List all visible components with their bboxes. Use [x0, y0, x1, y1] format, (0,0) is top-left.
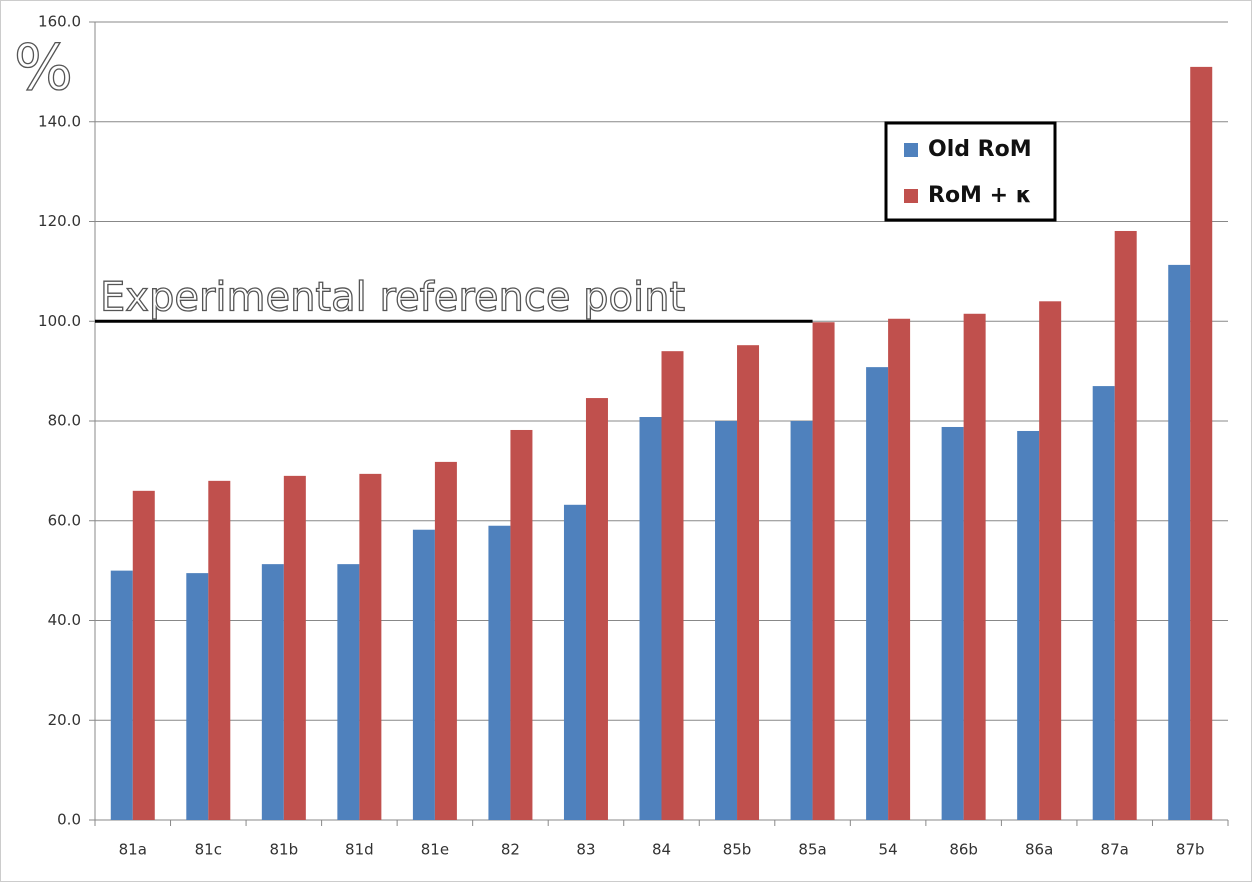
y-tick-label: 20.0	[48, 711, 81, 729]
x-tick-label: 81c	[195, 841, 222, 859]
bar	[661, 351, 684, 820]
bar	[434, 461, 457, 820]
x-tick-label: 87a	[1101, 841, 1129, 859]
bar	[715, 421, 738, 820]
legend-swatch	[904, 189, 918, 203]
bar	[1190, 66, 1213, 820]
bar	[359, 473, 382, 820]
bar	[563, 504, 586, 820]
bar	[1017, 430, 1040, 820]
bar	[963, 313, 986, 820]
x-tick-label: 81b	[270, 841, 299, 859]
x-tick-label: 82	[501, 841, 520, 859]
x-tick-label: 83	[576, 841, 595, 859]
bar	[941, 426, 964, 820]
x-tick-label: 85b	[723, 841, 752, 859]
reference-label: Experimental reference point	[100, 274, 685, 320]
y-tick-label: 100.0	[38, 312, 81, 330]
x-tick-label: 81a	[119, 841, 147, 859]
bar	[812, 322, 835, 820]
bar	[261, 564, 284, 820]
legend-label: Old RoM	[928, 137, 1032, 162]
x-tick-label: 54	[879, 841, 898, 859]
bar	[1039, 301, 1062, 820]
legend-swatch	[904, 143, 918, 157]
bar	[283, 475, 306, 820]
y-tick-label: 160.0	[38, 13, 81, 31]
bar	[737, 345, 760, 820]
x-tick-label: 87b	[1176, 841, 1205, 859]
y-tick-label: 60.0	[48, 511, 81, 529]
x-tick-label: 84	[652, 841, 671, 859]
y-tick-label: 120.0	[38, 212, 81, 230]
bar	[488, 525, 511, 820]
y-tick-label: 140.0	[38, 112, 81, 130]
legend-box	[884, 121, 1057, 222]
x-tick-label: 86a	[1025, 841, 1053, 859]
y-tick-label: 80.0	[48, 412, 81, 430]
bar	[132, 490, 155, 820]
x-tick-label: 81d	[345, 841, 374, 859]
bar	[1168, 264, 1191, 820]
legend-label: RoM + κ	[928, 183, 1031, 208]
y-unit-label: %	[14, 31, 73, 104]
bar	[1114, 230, 1137, 820]
x-tick-label: 86b	[949, 841, 978, 859]
bar	[186, 573, 209, 820]
x-tick-label: 85a	[798, 841, 826, 859]
bar	[208, 480, 231, 820]
bar	[790, 421, 813, 820]
bar	[110, 570, 133, 820]
bar	[888, 318, 911, 820]
bar	[866, 367, 889, 820]
bar	[412, 529, 435, 820]
bar	[585, 398, 608, 820]
bar	[510, 429, 533, 820]
bar	[639, 417, 662, 820]
bar	[337, 564, 360, 820]
y-tick-label: 0.0	[57, 811, 81, 829]
y-tick-label: 40.0	[48, 611, 81, 629]
x-tick-label: 81e	[421, 841, 449, 859]
bar	[1092, 386, 1115, 820]
